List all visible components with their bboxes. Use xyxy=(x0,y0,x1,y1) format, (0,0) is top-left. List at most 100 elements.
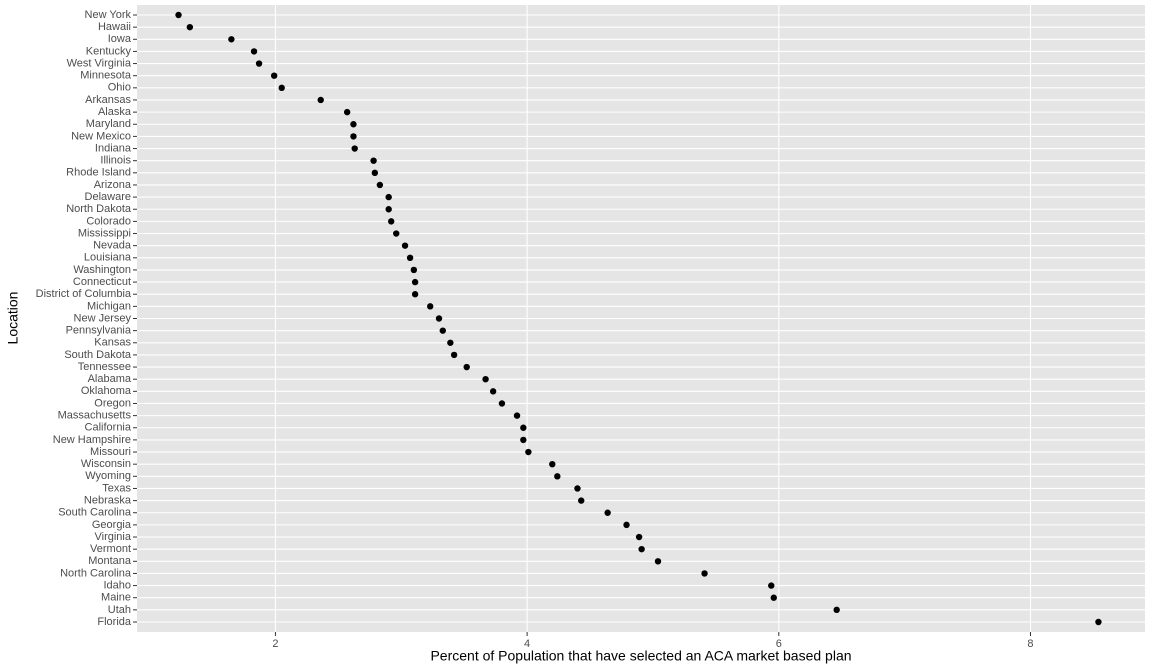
dot xyxy=(604,509,611,516)
y-tick-label: Rhode Island xyxy=(66,167,131,179)
dot xyxy=(482,376,489,383)
dot xyxy=(513,412,521,419)
dot xyxy=(350,121,357,128)
y-tick-label: Alabama xyxy=(88,373,132,385)
y-tick-label: Virginia xyxy=(95,531,132,543)
dot xyxy=(489,388,497,395)
y-tick-label: New Hampshire xyxy=(53,434,131,446)
dot xyxy=(350,133,357,140)
y-tick-label: Arizona xyxy=(94,179,132,191)
y-tick-label: Indiana xyxy=(95,142,132,154)
y-tick-label: Connecticut xyxy=(73,276,131,288)
dot xyxy=(411,291,419,298)
dot xyxy=(447,339,454,346)
dot xyxy=(833,606,840,614)
dot xyxy=(768,582,775,589)
dot xyxy=(250,48,258,55)
y-tick-label: Kansas xyxy=(94,337,131,349)
y-tick-label: North Dakota xyxy=(66,203,132,215)
dot xyxy=(406,254,414,261)
dot xyxy=(371,169,379,177)
dot xyxy=(439,327,446,334)
y-tick-label: Alaska xyxy=(98,106,132,118)
y-tick-label: New York xyxy=(85,9,132,21)
y-tick-label: New Jersey xyxy=(74,312,132,324)
x-tick-label: 4 xyxy=(524,638,530,650)
y-tick-label: Louisiana xyxy=(84,252,132,264)
y-tick-label: Maine xyxy=(101,592,131,604)
y-tick-label: Massachusetts xyxy=(58,410,132,422)
dot xyxy=(520,424,527,431)
y-tick-label: West Virginia xyxy=(67,57,132,69)
y-tick-label: Nebraska xyxy=(84,495,132,507)
y-tick-label: Missouri xyxy=(90,446,131,458)
y-tick-label: Ohio xyxy=(108,82,131,94)
y-tick-label: Iowa xyxy=(108,33,132,45)
dot xyxy=(175,11,182,19)
dot xyxy=(317,96,324,104)
dot xyxy=(638,545,645,553)
dot xyxy=(370,157,377,164)
y-tick-label: Illinois xyxy=(100,155,131,167)
dot xyxy=(427,303,434,310)
y-tick-label: Pennsylvania xyxy=(66,325,132,337)
y-tick-label: California xyxy=(85,422,132,434)
x-tick-label: 6 xyxy=(776,638,782,650)
y-tick-label: Oregon xyxy=(94,397,131,409)
y-tick-label: Nevada xyxy=(93,240,132,252)
y-tick-label: Texas xyxy=(102,482,131,494)
y-tick-label: Michigan xyxy=(87,300,131,312)
dot xyxy=(385,193,392,201)
dot xyxy=(435,315,443,322)
dot xyxy=(525,448,532,456)
y-tick-label: Georgia xyxy=(92,519,132,531)
dot xyxy=(255,60,263,67)
y-tick-label: Florida xyxy=(97,616,132,628)
dot xyxy=(343,108,351,116)
y-tick-label: Tennessee xyxy=(78,361,131,373)
dot xyxy=(388,218,395,225)
y-tick-label: Montana xyxy=(88,555,132,567)
y-tick-label: Hawaii xyxy=(98,21,131,33)
dot xyxy=(376,181,384,189)
y-tick-label: Wyoming xyxy=(85,470,131,482)
y-tick-label: North Carolina xyxy=(60,567,132,579)
dot xyxy=(578,497,585,504)
dot xyxy=(654,558,662,565)
dot xyxy=(770,594,777,601)
y-tick-label: Kentucky xyxy=(86,45,132,57)
y-tick-label: Colorado xyxy=(86,215,131,227)
dot xyxy=(463,363,470,371)
dot xyxy=(351,145,358,152)
dot xyxy=(574,485,581,492)
y-tick-label: Idaho xyxy=(103,579,131,591)
dot xyxy=(228,36,235,43)
dot xyxy=(278,84,285,92)
dot xyxy=(401,242,409,249)
dot xyxy=(498,400,506,407)
dot xyxy=(385,206,392,213)
y-tick-label: Wisconsin xyxy=(81,458,131,470)
y-tick-label: Minnesota xyxy=(80,70,132,82)
dot xyxy=(701,570,708,577)
y-tick-label: Maryland xyxy=(86,118,131,130)
y-tick-label: South Dakota xyxy=(64,349,132,361)
y-tick-label: Delaware xyxy=(85,191,131,203)
dot xyxy=(186,23,194,31)
y-tick-label: Oklahoma xyxy=(81,385,132,397)
dot xyxy=(623,521,630,529)
dot xyxy=(410,266,418,274)
y-tick-label: New Mexico xyxy=(71,130,131,142)
y-tick-label: Utah xyxy=(108,604,131,616)
dot xyxy=(549,460,556,468)
dot xyxy=(270,72,278,79)
x-tick-label: 2 xyxy=(272,638,278,650)
y-axis-title: Location xyxy=(5,292,21,345)
dot xyxy=(554,473,561,480)
x-axis-title: Percent of Population that have selected… xyxy=(430,648,851,664)
y-tick-label: Arkansas xyxy=(85,94,131,106)
y-tick-label: Washington xyxy=(73,264,131,276)
x-tick-label: 8 xyxy=(1027,638,1033,650)
dot xyxy=(520,436,527,444)
